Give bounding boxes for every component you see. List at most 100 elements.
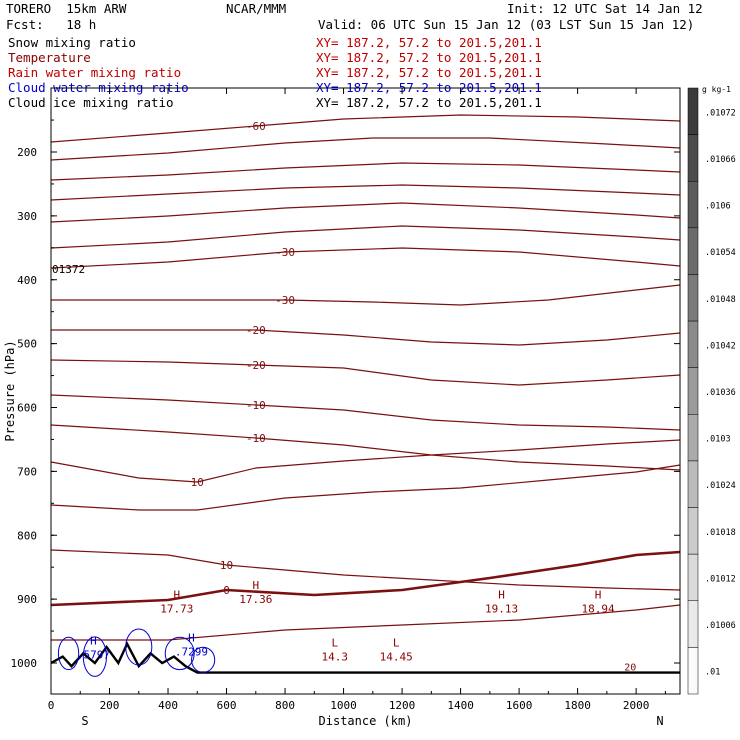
colorbar-segment <box>687 180 699 229</box>
temperature-contour-line <box>50 184 681 201</box>
temperature-contour-line <box>50 424 681 471</box>
field-xy-snow: XY= 187.2, 57.2 to 201.5,201.1 <box>316 35 542 50</box>
y-tick-label: 200 <box>17 146 37 159</box>
y-tick-label: 1000 <box>11 657 38 670</box>
extremum-type-label: L <box>331 637 338 650</box>
cloud-water-contour <box>125 628 153 666</box>
extremum-value-label: 17.36 <box>239 593 272 606</box>
x-tick-label: 1800 <box>564 699 591 712</box>
temperature-contour-line <box>50 394 681 431</box>
extremum-type-label: L <box>393 637 400 650</box>
temperature-contour-line <box>50 550 681 607</box>
temperature-contour-line <box>50 202 681 223</box>
colorbar-tick-label: .01042 <box>705 341 736 351</box>
colorbar-segment <box>687 320 699 368</box>
valid-time: Valid: 06 UTC Sun 15 Jan 12 (03 LST Sun … <box>318 17 695 32</box>
temperature-contour-label: 0 <box>223 584 230 597</box>
colorbar-segment <box>687 274 699 322</box>
colorbar-segment <box>687 507 699 555</box>
x-tick-label: 200 <box>100 699 120 712</box>
temperature-contour-label: 10 <box>191 476 204 489</box>
extremum-value-label: 14.45 <box>380 651 413 664</box>
cloud-water-value-label: .5797 <box>77 649 110 662</box>
colorbar-tick-label: .01018 <box>705 528 736 538</box>
field-xy-temperature: XY= 187.2, 57.2 to 201.5,201.1 <box>316 50 542 65</box>
colorbar-segment <box>687 227 699 275</box>
field-xy-rain: XY= 187.2, 57.2 to 201.5,201.1 <box>316 65 542 80</box>
field-name-cloud-ice: Cloud ice mixing ratio <box>8 95 174 110</box>
temperature-contour-line <box>50 439 681 483</box>
colorbar-tick-label: .01072 <box>705 108 736 118</box>
colorbar-tick-label: .0106 <box>705 202 731 212</box>
colorbar-segment <box>687 414 699 462</box>
temperature-contour-line <box>51 284 681 306</box>
temperature-contour-label: 10 <box>220 559 233 572</box>
temperature-contours <box>50 114 681 674</box>
y-tick-label: 900 <box>17 593 37 606</box>
colorbar-segment <box>687 87 699 135</box>
y-axis-label: Pressure (hPa) <box>3 340 17 441</box>
x-tick-label: 1600 <box>506 699 533 712</box>
temperature-contour-line <box>50 225 681 249</box>
x-tick-label: 1400 <box>447 699 474 712</box>
field-name-snow: Snow mixing ratio <box>8 35 136 50</box>
colorbar-tick-label: .0103 <box>705 435 731 445</box>
model-title: TORERO 15km ARW <box>6 1 127 16</box>
cloud-water-type-label: H <box>188 631 195 644</box>
extremum-type-label: H <box>252 579 259 592</box>
org-label: NCAR/MMM <box>226 1 287 16</box>
colorbar-tick-label: .01066 <box>705 155 736 165</box>
y-tick-label: 400 <box>17 274 37 287</box>
temperature-contour-label: -30 <box>275 294 295 307</box>
plot-frame <box>50 87 681 695</box>
field-name-rain: Rain water mixing ratio <box>8 65 182 80</box>
colorbar-tick-label: .01036 <box>705 388 736 398</box>
temperature-contour-line <box>50 137 681 161</box>
extremum-value-label: 18.94 <box>582 603 615 616</box>
temperature-contour-label: -10 <box>246 399 266 412</box>
x-axis-label: Distance (km) <box>319 714 413 728</box>
colorbar: .01 .01006 .01012 .01018 .01024 .0103 .01036 .0… <box>687 85 736 695</box>
side-label: 01372 <box>52 263 85 276</box>
temperature-contour-label: -20 <box>246 359 266 372</box>
x-tick-label: 0 <box>48 699 55 712</box>
temperature-contour-label: -10 <box>246 432 266 445</box>
temperature-contour-label: -60 <box>246 120 266 133</box>
x-tick-label: 600 <box>217 699 237 712</box>
cloud-water-contour <box>82 636 107 677</box>
x-tick-label: 2000 <box>623 699 650 712</box>
colorbar-segment <box>687 553 699 602</box>
extremum-type-label: H <box>498 589 505 602</box>
cloud-water-contours <box>57 628 216 677</box>
colorbar-segment <box>687 647 699 695</box>
x-tick-label: 1200 <box>389 699 416 712</box>
colorbar-segment <box>687 134 699 182</box>
colorbar-segment <box>687 367 699 415</box>
temperature-contour-line <box>50 549 681 591</box>
y-tick-label: 300 <box>17 210 37 223</box>
x-end-label-north: N <box>656 714 663 728</box>
temperature-contour-line <box>50 114 681 143</box>
extremum-type-label: H <box>595 589 602 602</box>
cloud-water-contour <box>191 646 216 673</box>
extremum-value-label: 19.13 <box>485 603 518 616</box>
cloud-water-value-label: .7299 <box>175 645 208 658</box>
surface-contour-label: 20 <box>624 663 636 674</box>
terrain-line <box>50 641 680 674</box>
colorbar-segment <box>687 460 699 508</box>
colorbar-unit: g kg-1 <box>702 85 731 94</box>
temperature-contour-label: -20 <box>246 324 266 337</box>
forecast-hour: Fcst: 18 h <box>6 17 97 32</box>
colorbar-tick-label: .01006 <box>705 621 736 631</box>
cloud-water-contour <box>57 636 80 671</box>
colorbar-tick-label: .01024 <box>705 481 736 491</box>
x-tick-label: 400 <box>158 699 178 712</box>
cloud-water-contour <box>164 636 195 671</box>
colorbar-tick-label: .01 <box>705 668 720 678</box>
x-end-label-south: S <box>81 714 88 728</box>
y-tick-label: 700 <box>17 465 37 478</box>
x-tick-label: 1000 <box>330 699 357 712</box>
temperature-contour-line <box>51 604 681 641</box>
